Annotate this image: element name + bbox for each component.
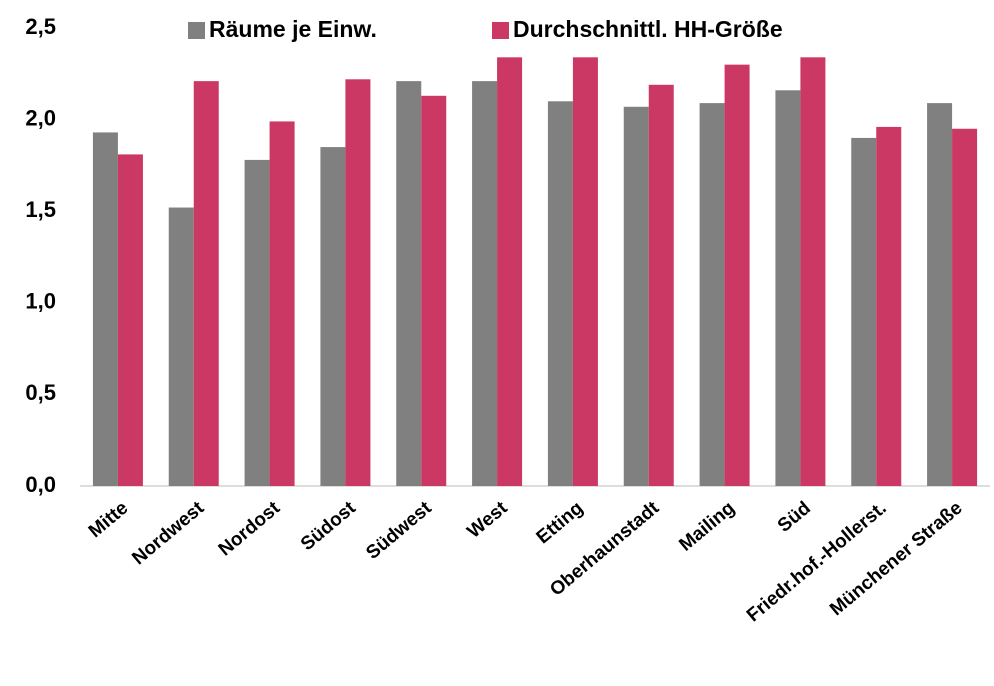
bar xyxy=(320,147,346,486)
bar xyxy=(927,103,953,486)
bar xyxy=(472,81,498,487)
bar xyxy=(648,84,674,487)
bar xyxy=(876,126,902,486)
y-tick-label: 1,5 xyxy=(25,197,56,222)
y-tick-label: 0,0 xyxy=(25,472,56,497)
x-tick-label: Südost xyxy=(297,497,360,555)
x-tick-label: West xyxy=(464,497,513,542)
bar xyxy=(244,159,270,487)
y-tick-label: 2,5 xyxy=(25,14,56,39)
y-tick-label: 2,0 xyxy=(25,105,56,130)
y-tick-label: 0,5 xyxy=(25,380,56,405)
legend-label: Räume je Einw. xyxy=(209,16,377,42)
bar xyxy=(396,81,422,487)
bar xyxy=(269,121,295,486)
y-tick-label: 1,0 xyxy=(25,289,56,314)
bar xyxy=(345,79,371,487)
bar xyxy=(699,103,725,486)
legend-swatch xyxy=(188,22,205,39)
bar xyxy=(497,57,523,486)
bar xyxy=(952,128,978,486)
legend-label: Durchschnittl. HH-Größe xyxy=(513,16,783,42)
bar xyxy=(623,106,649,486)
bar xyxy=(168,207,194,486)
bar xyxy=(775,90,801,487)
x-tick-label: Mailing xyxy=(675,498,739,556)
bar xyxy=(421,95,447,486)
x-tick-label: Etting xyxy=(533,498,588,549)
bar xyxy=(92,132,118,486)
bar xyxy=(117,154,143,486)
bar xyxy=(800,57,826,486)
bar xyxy=(193,81,219,487)
x-tick-label: Südwest xyxy=(362,497,436,564)
bar xyxy=(572,57,598,486)
x-tick-label: Nordwest xyxy=(128,497,208,569)
bar xyxy=(724,64,750,486)
bar xyxy=(547,101,573,486)
legend-swatch xyxy=(492,22,509,39)
x-tick-label: Friedr.hof.-Hollerst. xyxy=(743,498,891,627)
x-tick-label: Münchener Straße xyxy=(826,498,966,621)
bar xyxy=(851,137,877,487)
x-tick-label: Süd xyxy=(774,498,815,537)
x-tick-label: Nordost xyxy=(215,497,285,560)
x-tick-label: Mitte xyxy=(85,498,132,543)
